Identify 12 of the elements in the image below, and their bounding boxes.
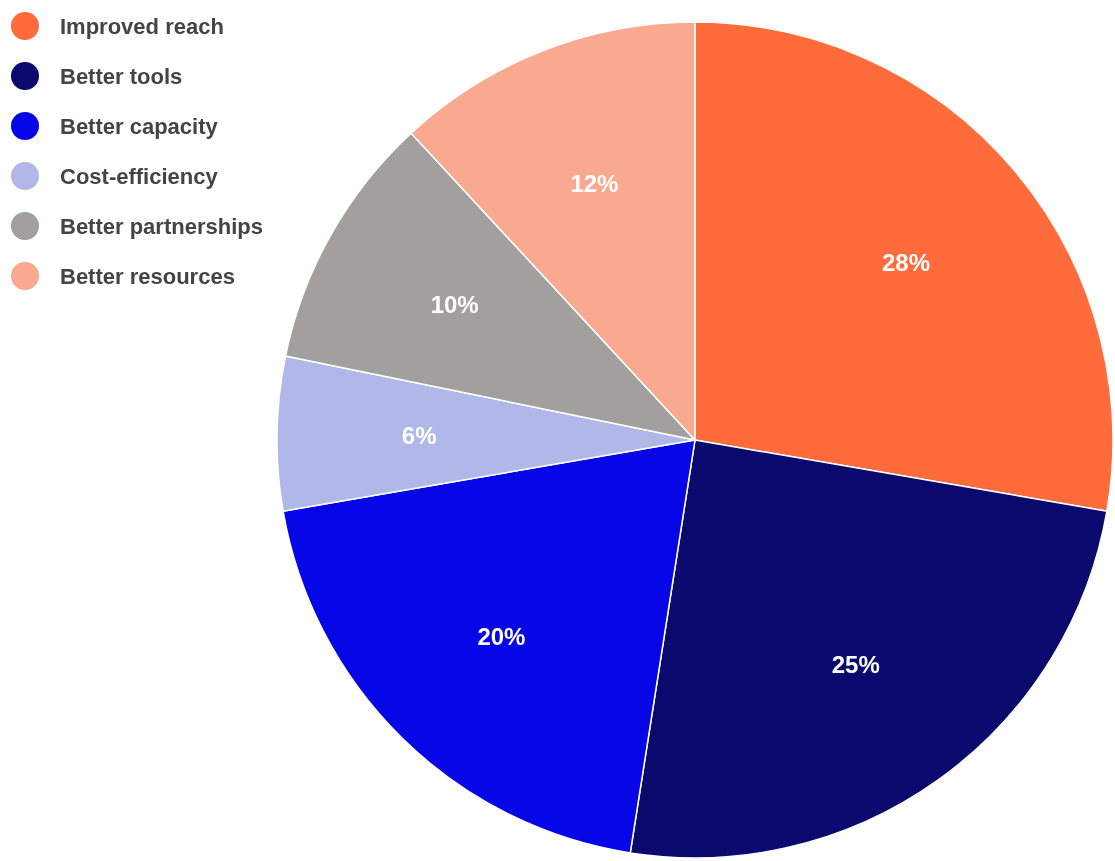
data-label: 25% [831, 650, 880, 678]
data-label: 12% [570, 169, 619, 197]
data-label: 20% [477, 623, 526, 651]
data-label: 28% [882, 248, 931, 276]
data-label: 6% [401, 422, 437, 450]
legend-label: Better tools [60, 63, 183, 89]
data-label: 10% [430, 291, 479, 319]
legend-label: Cost-efficiency [60, 163, 219, 189]
legend-label: Better partnerships [60, 213, 263, 239]
legend-label: Improved reach [60, 13, 224, 39]
legend-label: Better capacity [60, 113, 219, 139]
legend-label: Better resources [60, 263, 235, 289]
